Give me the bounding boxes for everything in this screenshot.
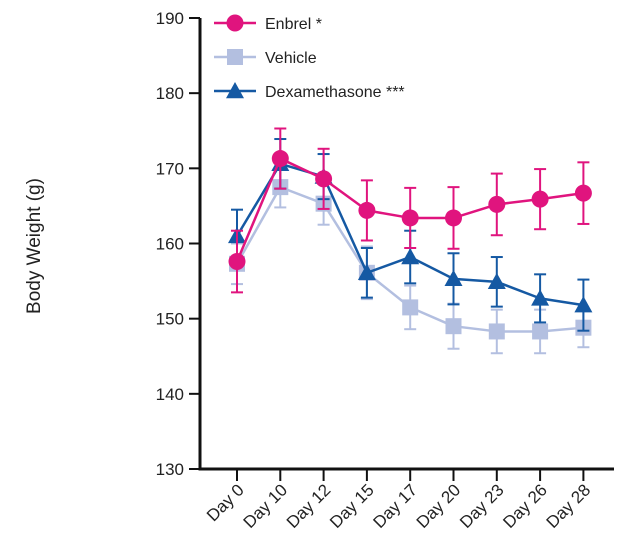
legend-marker-enbrel [226,14,244,32]
vehicle-point [488,323,505,340]
legend: Enbrel * Vehicle Dexamethasone *** [214,14,405,101]
legend-label-enbrel: Enbrel * [265,16,322,33]
legend-marker-dexamethasone [226,82,244,99]
legend-item-vehicle: Vehicle [214,49,317,67]
enbrel-point [315,170,333,188]
x-tick-label: Day 10 [240,480,292,532]
y-axis-title: Body Weight (g) [24,178,45,314]
legend-item-dexamethasone: Dexamethasone *** [214,82,405,101]
enbrel-point [401,209,419,227]
x-tick-label: Day 20 [413,480,465,532]
x-tick-label: Day 17 [369,480,421,532]
vehicle-point [402,299,419,316]
legend-label-vehicle: Vehicle [265,50,317,67]
dexamethasone-point [531,289,550,306]
enbrel-point [271,150,289,168]
y-tick-label: 190 [156,9,184,28]
enbrel-point [228,253,246,271]
legend-marker-vehicle [227,49,243,65]
axes [198,18,614,471]
x-tick-label: Day 15 [326,480,378,532]
enbrel-point [358,201,376,219]
x-tick-label: Day 26 [499,480,551,532]
x-tick-label: Day 28 [543,480,595,532]
legend-item-enbrel: Enbrel * [214,14,322,33]
dexamethasone-point [444,269,463,287]
vehicle-point [532,323,549,340]
y-tick-label: 150 [156,310,184,329]
y-tick-label: 160 [156,235,184,254]
y-ticks: 130 140 150 160 170 180 190 [156,9,200,479]
dexamethasone-point [487,272,506,290]
x-tick-label: Day 12 [283,480,335,532]
enbrel-point [574,184,592,202]
y-tick-label: 140 [156,385,184,404]
dexamethasone-point [357,263,376,281]
enbrel-point [445,209,462,227]
y-tick-label: 130 [156,460,184,479]
dexamethasone-point [574,296,593,313]
vehicle-point [445,318,462,335]
dexamethasone-point [401,248,420,265]
x-tick-label: Day 23 [456,480,508,532]
y-tick-label: 180 [156,84,184,103]
enbrel-point [488,195,506,213]
series-enbrel [228,127,592,294]
enbrel-point [531,190,549,208]
legend-label-dexamethasone: Dexamethasone *** [265,84,405,101]
series-layer [228,127,593,355]
y-tick-label: 170 [156,159,184,178]
